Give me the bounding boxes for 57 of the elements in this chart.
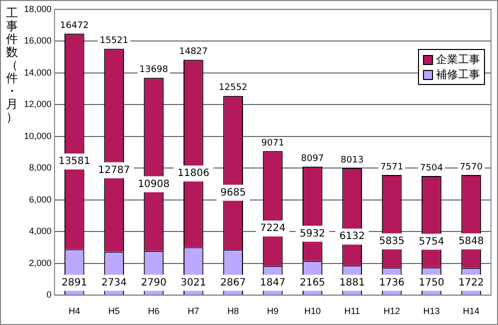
data-label: 2867 [220,277,246,288]
data-label: 1722 [458,277,484,288]
total-label: 14827 [179,47,208,58]
text: 工事件数（件・月） [6,6,18,124]
legend-label: 企業工事 [436,52,480,67]
total-label: 7570 [460,162,483,172]
data-label: 5848 [458,236,484,248]
y-tick-label: 4,000 [28,226,52,236]
x-tick-label: H5 [108,306,120,316]
y-tick-label: 14,000 [24,67,52,78]
total-label: 9071 [261,138,284,149]
data-label: 6132 [339,231,365,242]
data-label: 1881 [339,277,365,288]
total-label: 15521 [100,36,128,46]
total-label: 16472 [60,21,89,32]
total-label: 12552 [218,83,248,94]
x-tick-label: H13 [423,306,440,316]
data-label: 2891 [62,277,88,288]
total-label: 8097 [300,154,324,164]
data-label: 2790 [141,277,166,288]
y-tick-label: 10,000 [24,130,52,141]
data-label: 11806 [178,168,210,180]
x-tick-label: H12 [384,306,400,316]
data-label: 1736 [379,277,405,288]
data-label: 10908 [138,178,170,190]
x-tick-label: H14 [462,306,480,316]
data-label: 5932 [300,228,326,240]
x-tick-label: H8 [227,306,239,316]
data-label: 2734 [101,277,127,288]
y-tick-label: 8,000 [28,162,52,173]
total-label: 13698 [139,65,168,76]
x-tick-label: H9 [267,306,279,316]
y-tick-label: 12,000 [24,99,52,110]
total-label: 7504 [420,163,444,174]
data-label: 9685 [220,187,246,198]
total-label: 8013 [340,155,364,166]
x-tick-label: H11 [344,306,360,316]
data-label: 2165 [300,277,326,288]
y-tick-label: 2,000 [28,258,52,268]
data-label: 5754 [418,236,444,248]
data-label: 1750 [418,277,444,288]
x-tick-label: H7 [188,306,200,316]
data-label: 5835 [379,236,405,247]
y-tick-label: 0 [46,290,52,300]
x-tick-label: H10 [304,306,321,316]
x-tick-label: H4 [68,306,80,316]
y-tick-label: 16,000 [24,36,52,46]
data-label: 7224 [260,223,286,234]
x-tick-label: H6 [148,306,160,316]
y-tick-label: 6,000 [28,194,52,204]
data-label: 1847 [260,277,286,288]
data-label: 3021 [180,277,206,288]
total-label: 7571 [380,162,404,172]
y-tick-label: 18,000 [24,4,52,14]
legend-label: 補修工事 [436,67,480,82]
data-label: 13581 [58,156,90,168]
data-label: 12787 [98,164,130,176]
